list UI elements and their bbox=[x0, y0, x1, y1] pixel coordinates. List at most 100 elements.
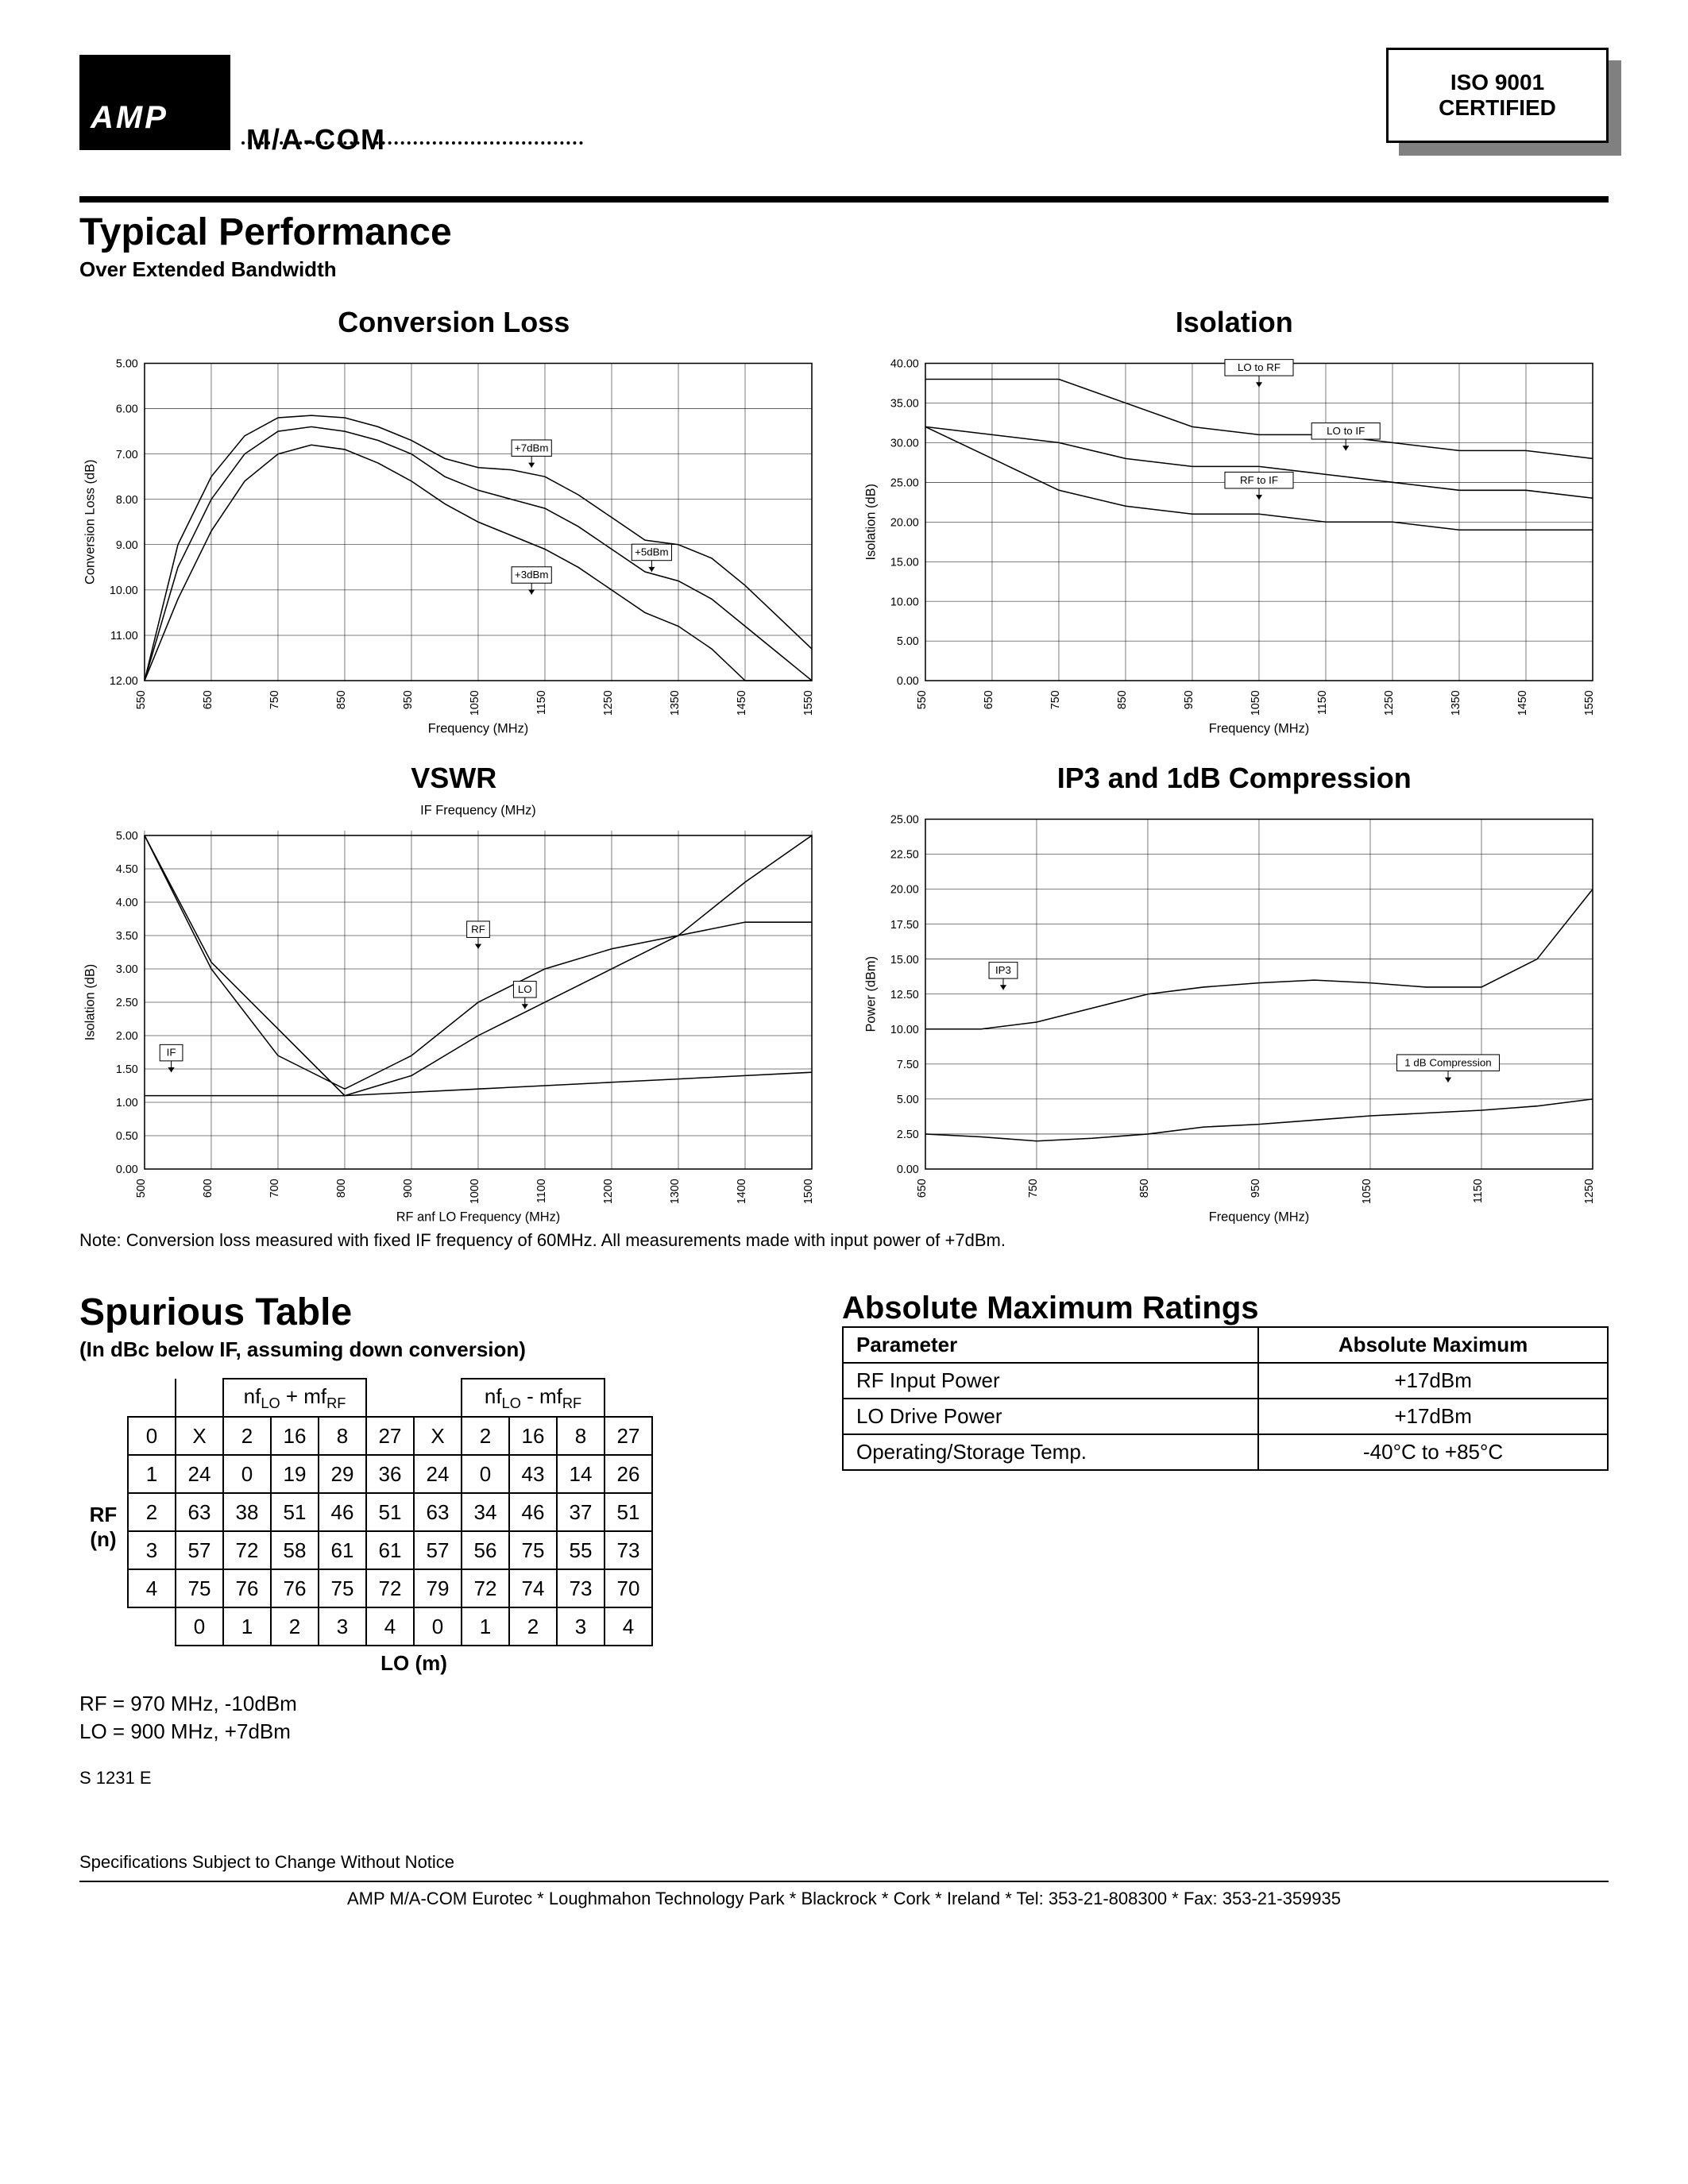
svg-text:1250: 1250 bbox=[1382, 690, 1395, 716]
svg-text:1150: 1150 bbox=[535, 690, 548, 715]
svg-text:0.00: 0.00 bbox=[116, 1163, 138, 1176]
spurious-section: Spurious Table (In dBc below IF, assumin… bbox=[79, 1291, 778, 1788]
svg-text:2.50: 2.50 bbox=[896, 1129, 918, 1141]
svg-text:1.50: 1.50 bbox=[116, 1063, 138, 1076]
svg-text:1500: 1500 bbox=[802, 1179, 815, 1204]
svg-text:LO to IF: LO to IF bbox=[1327, 425, 1365, 437]
svg-text:800: 800 bbox=[335, 1179, 348, 1198]
svg-text:20.00: 20.00 bbox=[890, 883, 918, 896]
svg-text:1000: 1000 bbox=[469, 1179, 481, 1204]
svg-text:850: 850 bbox=[335, 690, 348, 709]
svg-text:17.50: 17.50 bbox=[890, 918, 918, 931]
amr-title: Absolute Maximum Ratings bbox=[842, 1291, 1609, 1326]
chart-title-conversion-loss: Conversion Loss bbox=[79, 306, 829, 339]
svg-text:2.00: 2.00 bbox=[116, 1030, 138, 1043]
spurious-cond1: RF = 970 MHz, -10dBm bbox=[79, 1692, 778, 1716]
svg-text:IF: IF bbox=[167, 1046, 176, 1058]
svg-text:IF Frequency (MHz): IF Frequency (MHz) bbox=[420, 803, 536, 817]
chart-svg-ip3: 6507508509501050115012500.002.505.007.50… bbox=[860, 803, 1609, 1226]
footer-text: AMP M/A-COM Eurotec * Loughmahon Technol… bbox=[79, 1889, 1609, 1909]
svg-text:900: 900 bbox=[402, 1179, 415, 1198]
chart-svg-vswr: 5006007008009001000110012001300140015000… bbox=[79, 803, 829, 1226]
chart-title-ip3: IP3 and 1dB Compression bbox=[860, 762, 1609, 795]
svg-text:1150: 1150 bbox=[1315, 690, 1328, 715]
chart-svg-isolation: 5506507508509501050115012501350145015500… bbox=[860, 347, 1609, 738]
svg-text:20.00: 20.00 bbox=[890, 516, 918, 529]
svg-text:40.00: 40.00 bbox=[890, 358, 918, 371]
dots-line bbox=[241, 141, 583, 145]
chart-conversion-loss: Conversion Loss 550650750850950105011501… bbox=[79, 306, 829, 738]
chart-note: Note: Conversion loss measured with fixe… bbox=[79, 1230, 1609, 1251]
svg-text:1250: 1250 bbox=[1582, 1179, 1595, 1204]
svg-text:650: 650 bbox=[982, 690, 995, 709]
svg-text:0.00: 0.00 bbox=[896, 1163, 918, 1176]
svg-text:6.00: 6.00 bbox=[116, 403, 138, 416]
header: AMP M/A-COM ISO 9001 CERTIFIED bbox=[79, 48, 1609, 156]
svg-text:750: 750 bbox=[1026, 1179, 1039, 1198]
chart-title-isolation: Isolation bbox=[860, 306, 1609, 339]
svg-text:1450: 1450 bbox=[736, 690, 748, 716]
spurious-subtitle: (In dBc below IF, assuming down conversi… bbox=[79, 1337, 778, 1362]
svg-text:0.00: 0.00 bbox=[896, 675, 918, 688]
svg-text:1100: 1100 bbox=[535, 1179, 548, 1203]
svg-text:1300: 1300 bbox=[669, 1179, 682, 1204]
svg-text:4.00: 4.00 bbox=[116, 897, 138, 909]
svg-text:RF to IF: RF to IF bbox=[1239, 474, 1277, 486]
rf-axis-label: RF(n) bbox=[79, 1503, 127, 1552]
chart-isolation: Isolation 550650750850950105011501250135… bbox=[860, 306, 1609, 738]
svg-text:12.50: 12.50 bbox=[890, 989, 918, 1001]
chart-title-vswr: VSWR bbox=[79, 762, 829, 795]
svg-text:Frequency (MHz): Frequency (MHz) bbox=[428, 722, 528, 736]
svg-text:1250: 1250 bbox=[602, 690, 615, 716]
amp-logo: AMP bbox=[79, 55, 230, 150]
svg-text:15.00: 15.00 bbox=[890, 556, 918, 569]
chart-svg-conversion-loss: 5506507508509501050115012501350145015505… bbox=[79, 347, 829, 738]
svg-text:0.50: 0.50 bbox=[116, 1130, 138, 1143]
svg-text:1.00: 1.00 bbox=[116, 1097, 138, 1109]
svg-text:8.00: 8.00 bbox=[116, 494, 138, 507]
svg-text:RF anf LO Frequency (MHz): RF anf LO Frequency (MHz) bbox=[396, 1210, 561, 1224]
svg-text:3.00: 3.00 bbox=[116, 963, 138, 976]
svg-text:1550: 1550 bbox=[802, 690, 815, 716]
svg-text:500: 500 bbox=[135, 1179, 148, 1198]
chart-vswr: VSWR 50060070080090010001100120013001400… bbox=[79, 762, 829, 1226]
iso-line1: ISO 9001 bbox=[1450, 70, 1544, 95]
svg-text:1050: 1050 bbox=[1249, 690, 1261, 716]
svg-text:5.00: 5.00 bbox=[896, 635, 918, 648]
svg-text:1050: 1050 bbox=[1360, 1179, 1373, 1204]
footer-rule bbox=[79, 1881, 1609, 1882]
header-rule bbox=[79, 196, 1609, 203]
svg-text:LO to RF: LO to RF bbox=[1238, 361, 1280, 373]
spurious-table: nfLO + mfRFnfLO - mfRF0X216827X216827124… bbox=[127, 1378, 653, 1646]
svg-text:650: 650 bbox=[915, 1179, 928, 1198]
svg-text:+5dBm: +5dBm bbox=[635, 546, 669, 558]
charts-grid: Conversion Loss 550 650 750 850 950 1050 1150 1… bbox=[79, 306, 1609, 1225]
svg-text:950: 950 bbox=[1182, 690, 1195, 709]
spec-change-notice: Specifications Subject to Change Without… bbox=[79, 1852, 1609, 1873]
svg-text:550: 550 bbox=[135, 690, 148, 709]
iso-line2: CERTIFIED bbox=[1439, 95, 1556, 121]
svg-text:5.00: 5.00 bbox=[116, 830, 138, 843]
svg-text:4.50: 4.50 bbox=[116, 863, 138, 876]
svg-text:5.00: 5.00 bbox=[116, 358, 138, 371]
svg-text:1200: 1200 bbox=[602, 1179, 615, 1204]
svg-text:35.00: 35.00 bbox=[890, 398, 918, 411]
section-subtitle: Over Extended Bandwidth bbox=[79, 257, 1609, 282]
svg-text:10.00: 10.00 bbox=[110, 585, 138, 597]
svg-text:850: 850 bbox=[1138, 1179, 1150, 1198]
svg-text:15.00: 15.00 bbox=[890, 954, 918, 967]
svg-text:750: 750 bbox=[1049, 690, 1061, 709]
amr-table: ParameterAbsolute MaximumRF Input Power+… bbox=[842, 1326, 1609, 1471]
svg-text:11.00: 11.00 bbox=[110, 630, 138, 642]
svg-text:7.50: 7.50 bbox=[896, 1059, 918, 1071]
svg-text:+3dBm: +3dBm bbox=[515, 569, 549, 581]
amr-section: Absolute Maximum Ratings ParameterAbsolu… bbox=[842, 1291, 1609, 1471]
svg-text:IP3: IP3 bbox=[995, 964, 1010, 976]
svg-text:RF: RF bbox=[471, 923, 485, 935]
spurious-cond2: LO = 900 MHz, +7dBm bbox=[79, 1719, 778, 1744]
svg-text:25.00: 25.00 bbox=[890, 813, 918, 826]
svg-text:1050: 1050 bbox=[469, 690, 481, 716]
svg-text:1550: 1550 bbox=[1583, 690, 1596, 716]
svg-text:10.00: 10.00 bbox=[890, 596, 918, 608]
svg-text:1 dB Compression: 1 dB Compression bbox=[1404, 1056, 1491, 1068]
